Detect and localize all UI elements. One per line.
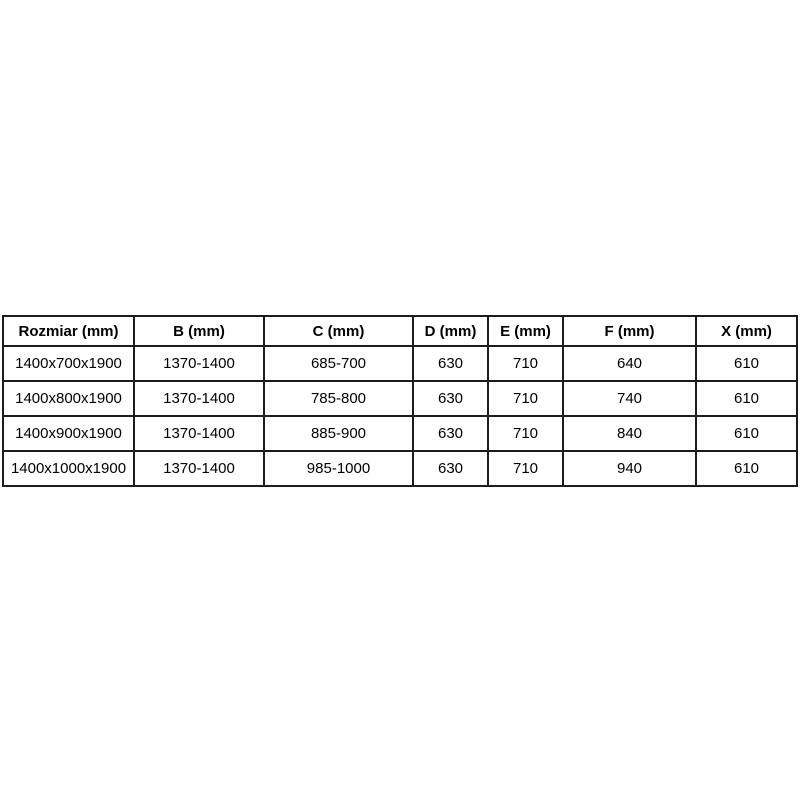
table-cell: 630 [412,415,489,452]
table-cell: 1370-1400 [133,380,265,417]
column-header: E (mm) [487,315,564,347]
table-cell: 630 [412,450,489,487]
table-cell: 1370-1400 [133,450,265,487]
table-body: 1400x700x1900 1370-1400 685-700 630 710 640 61… [2,345,798,487]
table-cell: 710 [487,415,564,452]
dimensions-table: Rozmiar (mm) B (mm) C (mm) D (mm) E (mm) F (m… [2,315,798,487]
column-header: D (mm) [412,315,489,347]
column-header: C (mm) [263,315,414,347]
column-header: X (mm) [695,315,798,347]
table-row: 1400x1000x1900 1370-1400 985-1000 630 710 940… [2,450,798,487]
table-cell: 1400x800x1900 [2,380,135,417]
table-cell: 885-900 [263,415,414,452]
table-cell: 785-800 [263,380,414,417]
table-cell: 710 [487,345,564,382]
table-cell: 630 [412,345,489,382]
table-row: 1400x700x1900 1370-1400 685-700 630 710 640 61… [2,345,798,382]
column-header: F (mm) [562,315,697,347]
table-cell: 685-700 [263,345,414,382]
table-row: 1400x800x1900 1370-1400 785-800 630 710 740 61… [2,380,798,417]
table-cell: 640 [562,345,697,382]
table-cell: 1370-1400 [133,415,265,452]
table-row: 1400x900x1900 1370-1400 885-900 630 710 840 61… [2,415,798,452]
column-header: Rozmiar (mm) [2,315,135,347]
table-cell: 740 [562,380,697,417]
table-cell: 985-1000 [263,450,414,487]
table-cell: 610 [695,345,798,382]
column-header: B (mm) [133,315,265,347]
table-cell: 710 [487,450,564,487]
dimensions-table-container: Rozmiar (mm) B (mm) C (mm) D (mm) E (mm) F (m… [2,315,798,487]
table-cell: 710 [487,380,564,417]
table-cell: 610 [695,415,798,452]
header-row: Rozmiar (mm) B (mm) C (mm) D (mm) E (mm) F (m… [2,315,798,347]
table-cell: 1400x900x1900 [2,415,135,452]
table-cell: 1370-1400 [133,345,265,382]
table-cell: 1400x700x1900 [2,345,135,382]
table-cell: 940 [562,450,697,487]
table-cell: 1400x1000x1900 [2,450,135,487]
table-cell: 610 [695,450,798,487]
table-cell: 840 [562,415,697,452]
table-cell: 610 [695,380,798,417]
table-cell: 630 [412,380,489,417]
